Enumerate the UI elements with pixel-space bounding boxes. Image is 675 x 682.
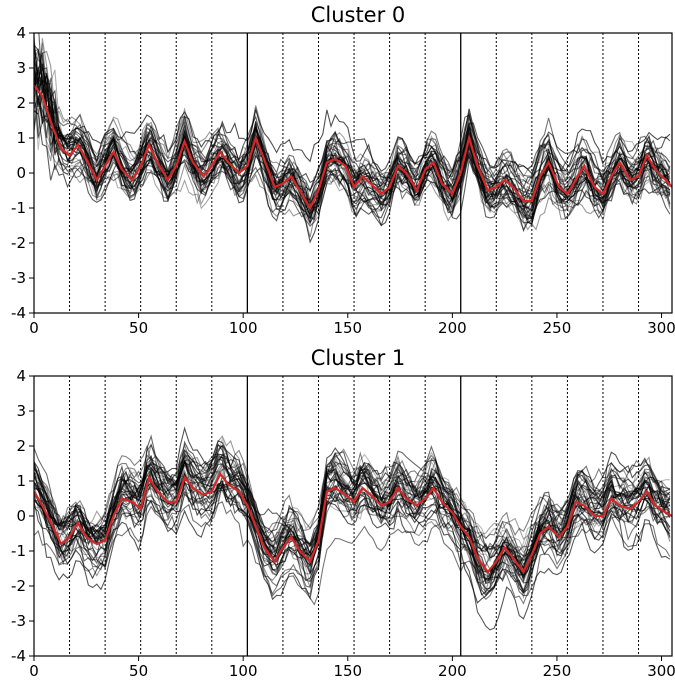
x-tick-label: 50 xyxy=(129,662,148,680)
individual-series-line xyxy=(34,457,670,548)
individual-series-line xyxy=(34,49,671,192)
cluster-mean-line xyxy=(34,84,672,211)
y-tick-label: -2 xyxy=(11,577,26,595)
individual-series-line xyxy=(34,501,671,606)
individual-series-line xyxy=(34,70,671,209)
individual-series-line xyxy=(34,52,671,227)
y-tick-label: -1 xyxy=(11,199,26,217)
x-tick-label: 100 xyxy=(229,662,258,680)
x-tick-label: 250 xyxy=(543,662,572,680)
individual-series-line xyxy=(34,455,671,584)
y-tick-label: 4 xyxy=(16,24,26,42)
individual-series-line xyxy=(34,68,671,216)
individual-series-group xyxy=(34,426,671,631)
y-tick-label: -4 xyxy=(11,304,26,322)
individual-series-line xyxy=(34,44,671,238)
individual-series-line xyxy=(34,442,671,593)
x-tick-label: 300 xyxy=(647,319,675,337)
y-tick-label: -2 xyxy=(11,234,26,252)
y-tick-label: 3 xyxy=(16,402,26,420)
individual-series-line xyxy=(34,484,671,631)
chart-panel-cluster-0: Cluster 0 -4 -3 -2 -1 0 1 2 3 4 0 50 100 150 200 250 300 xyxy=(11,3,675,337)
individual-series-line xyxy=(34,466,670,604)
y-tick-label: 2 xyxy=(16,94,26,112)
y-tick-label: -3 xyxy=(11,612,26,630)
y-tick-label: 4 xyxy=(16,367,26,385)
chart-title: Cluster 0 xyxy=(311,3,406,27)
x-tick-label: 100 xyxy=(229,319,258,337)
individual-series-line xyxy=(34,451,671,565)
y-tick-label: 3 xyxy=(16,59,26,77)
x-tick-label: 0 xyxy=(29,319,39,337)
individual-series-line xyxy=(34,426,671,596)
individual-series-line xyxy=(34,453,670,552)
individual-series-line xyxy=(34,440,671,573)
y-tick-label: 1 xyxy=(16,129,26,147)
individual-series-line xyxy=(34,66,671,181)
chart-panel-cluster-1: Cluster 1 -4 -3 -2 -1 0 1 2 3 4 0 50 100 150 200 250 300 xyxy=(11,346,675,680)
individual-series-line xyxy=(34,481,671,605)
individual-series-line xyxy=(34,73,671,207)
x-tick-label: 300 xyxy=(647,662,675,680)
x-tick-label: 150 xyxy=(333,662,362,680)
x-tick-label: 200 xyxy=(438,662,467,680)
x-tick-label: 0 xyxy=(29,662,39,680)
cluster-mean-line xyxy=(34,471,672,575)
individual-series-line xyxy=(34,85,671,231)
individual-series-line xyxy=(34,80,671,222)
individual-series-line xyxy=(34,36,671,221)
individual-series-line xyxy=(34,109,671,225)
y-tick-label: 0 xyxy=(16,164,26,182)
individual-series-line xyxy=(34,454,670,581)
x-tick-label: 50 xyxy=(129,319,148,337)
individual-series-line xyxy=(34,479,671,596)
y-tick-label: 0 xyxy=(16,507,26,525)
x-tick-label: 250 xyxy=(543,319,572,337)
chart-title: Cluster 1 xyxy=(311,346,406,370)
individual-series-line xyxy=(34,76,671,211)
y-tick-label: -1 xyxy=(11,542,26,560)
y-tick-label: -4 xyxy=(11,647,26,665)
y-tick-label: -3 xyxy=(11,269,26,287)
x-tick-label: 150 xyxy=(333,319,362,337)
y-tick-label: 2 xyxy=(16,437,26,455)
individual-series-group xyxy=(34,33,671,244)
individual-series-line xyxy=(34,79,671,210)
individual-series-line xyxy=(34,444,671,551)
y-tick-label: 1 xyxy=(16,472,26,490)
x-tick-label: 200 xyxy=(438,319,467,337)
individual-series-line xyxy=(34,443,671,590)
